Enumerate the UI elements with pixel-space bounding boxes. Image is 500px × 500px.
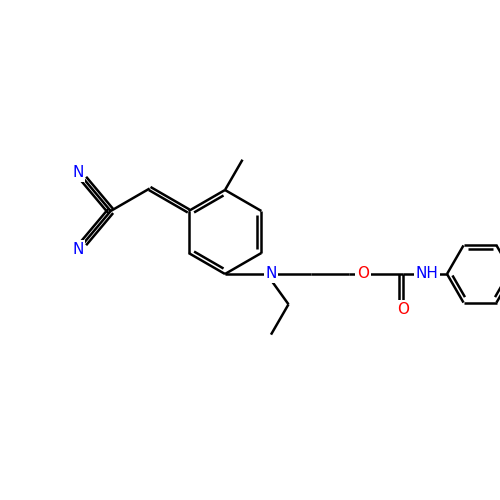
Text: N: N bbox=[266, 266, 276, 281]
Text: N: N bbox=[72, 242, 84, 256]
Text: O: O bbox=[357, 266, 369, 281]
Text: NH: NH bbox=[416, 266, 438, 281]
Text: O: O bbox=[397, 302, 409, 316]
Text: N: N bbox=[72, 166, 84, 180]
